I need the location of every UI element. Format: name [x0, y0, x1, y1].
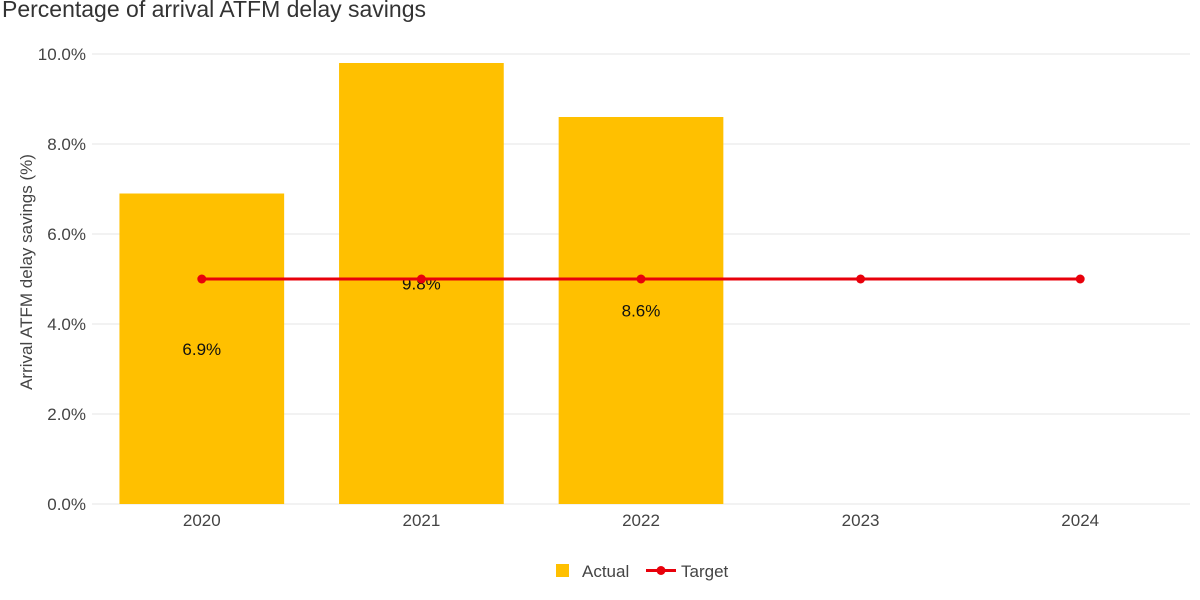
y-tick-label: 4.0% [47, 315, 86, 334]
target-point [416, 274, 426, 284]
target-point [636, 274, 646, 284]
legend: Actual Target [556, 562, 729, 581]
y-axis: 0.0% 2.0% 4.0% 6.0% 8.0% 10.0% [38, 45, 86, 514]
target-line [197, 274, 1085, 284]
y-tick-label: 0.0% [47, 495, 86, 514]
bar-value-label: 8.6% [622, 302, 661, 321]
target-point [1075, 274, 1085, 284]
x-axis: 2020 2021 2022 2023 2024 [183, 511, 1099, 530]
x-tick-label: 2022 [622, 511, 660, 530]
bar-actual [119, 193, 285, 504]
legend-label-target: Target [681, 562, 729, 581]
legend-label-actual: Actual [582, 562, 629, 581]
chart-title: Percentage of arrival ATFM delay savings [2, 0, 426, 22]
y-axis-title: Arrival ATFM delay savings (%) [17, 154, 36, 390]
y-tick-label: 2.0% [47, 405, 86, 424]
legend-swatch-actual [556, 564, 569, 577]
legend-swatch-target-point [656, 566, 666, 575]
target-point [856, 274, 866, 284]
x-tick-label: 2023 [842, 511, 880, 530]
bar-actual [558, 117, 724, 504]
x-tick-label: 2020 [183, 511, 221, 530]
bars [119, 63, 724, 504]
x-tick-label: 2024 [1061, 511, 1099, 530]
bar-value-label: 6.9% [182, 340, 221, 359]
y-tick-label: 6.0% [47, 225, 86, 244]
y-tick-label: 10.0% [38, 45, 86, 64]
y-tick-label: 8.0% [47, 135, 86, 154]
x-tick-label: 2021 [402, 511, 440, 530]
target-point [197, 274, 207, 284]
